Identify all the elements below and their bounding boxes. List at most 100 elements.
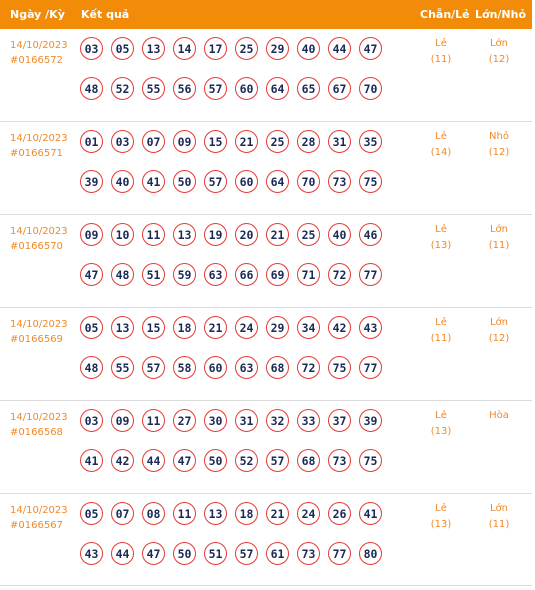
- even-odd-cell: Lẻ (13): [411, 501, 471, 533]
- even-odd-count: (11): [430, 333, 452, 344]
- number-ball: 27: [173, 409, 196, 432]
- number-ball: 63: [235, 356, 258, 379]
- header-result: Kết quả: [81, 8, 130, 21]
- draw-period: #0166567: [10, 520, 63, 531]
- header-even-odd: Chẵn/Lẻ: [420, 8, 470, 21]
- number-ball: 47: [359, 37, 382, 60]
- number-ball: 64: [266, 170, 289, 193]
- table-row: 14/10/2023 #0166570 09 10 11 13 19 20 21 25 40 46 47…: [0, 215, 532, 308]
- number-ball: 55: [111, 356, 134, 379]
- number-ball: 03: [111, 130, 134, 153]
- number-ball: 63: [204, 263, 227, 286]
- big-small-count: (11): [488, 240, 510, 251]
- number-ball: 11: [142, 409, 165, 432]
- number-ball: 15: [142, 316, 165, 339]
- number-ball: 29: [266, 316, 289, 339]
- number-ball: 14: [173, 37, 196, 60]
- number-ball: 75: [328, 356, 351, 379]
- number-ball: 33: [297, 409, 320, 432]
- number-ball: 21: [266, 502, 289, 525]
- number-ball: 60: [235, 77, 258, 100]
- number-ball: 17: [204, 37, 227, 60]
- even-odd-label: Lẻ: [435, 224, 447, 235]
- date-period-cell: 14/10/2023 #0166570: [10, 224, 68, 254]
- number-ball: 25: [266, 130, 289, 153]
- number-ball: 09: [173, 130, 196, 153]
- draw-period: #0166571: [10, 148, 63, 159]
- number-ball: 44: [328, 37, 351, 60]
- table-row: 14/10/2023 #0166569 05 13 15 18 21 24 29 34 42 43 48…: [0, 308, 532, 401]
- big-small-label: Hòa: [489, 410, 509, 421]
- number-ball: 75: [359, 449, 382, 472]
- number-ball: 11: [173, 502, 196, 525]
- number-ball: 18: [173, 316, 196, 339]
- number-ball: 43: [359, 316, 382, 339]
- number-ball: 47: [80, 263, 103, 286]
- even-odd-count: (14): [430, 147, 452, 158]
- table-row: 14/10/2023 #0166567 05 07 08 11 13 18 21 24 26 41 43…: [0, 494, 532, 586]
- number-ball: 01: [80, 130, 103, 153]
- draw-period: #0166568: [10, 427, 63, 438]
- number-ball: 29: [266, 37, 289, 60]
- even-odd-cell: Lẻ (13): [411, 408, 471, 440]
- even-odd-label: Lẻ: [435, 38, 447, 49]
- number-ball: 39: [359, 409, 382, 432]
- number-ball: 31: [235, 409, 258, 432]
- number-ball: 64: [266, 77, 289, 100]
- number-ball: 05: [80, 502, 103, 525]
- number-ball: 71: [297, 263, 320, 286]
- number-ball: 50: [173, 542, 196, 565]
- table-header: Ngày /Kỳ Kết quả Chẵn/Lẻ Lớn/Nhỏ: [0, 0, 532, 29]
- big-small-cell: Lớn (11): [469, 222, 529, 254]
- big-small-cell: Hòa: [469, 408, 529, 424]
- number-ball: 57: [235, 542, 258, 565]
- number-ball: 15: [204, 130, 227, 153]
- big-small-label: Lớn: [489, 317, 509, 328]
- even-odd-label: Lẻ: [435, 317, 447, 328]
- number-ball: 60: [235, 170, 258, 193]
- number-ball: 26: [328, 502, 351, 525]
- number-ball: 55: [142, 77, 165, 100]
- number-ball: 21: [204, 316, 227, 339]
- number-ball: 77: [359, 263, 382, 286]
- draw-date: 14/10/2023: [10, 226, 68, 237]
- number-ball: 68: [297, 449, 320, 472]
- number-ball: 73: [328, 449, 351, 472]
- big-small-count: (11): [488, 519, 510, 530]
- number-ball: 52: [235, 449, 258, 472]
- date-period-cell: 14/10/2023 #0166572: [10, 38, 68, 68]
- number-ball: 37: [328, 409, 351, 432]
- number-ball: 41: [142, 170, 165, 193]
- number-ball: 09: [80, 223, 103, 246]
- even-odd-label: Lẻ: [435, 131, 447, 142]
- number-ball: 09: [111, 409, 134, 432]
- even-odd-count: (11): [430, 54, 452, 65]
- number-ball: 13: [204, 502, 227, 525]
- even-odd-cell: Lẻ (14): [411, 129, 471, 161]
- big-small-cell: Lớn (12): [469, 315, 529, 347]
- number-ball: 19: [204, 223, 227, 246]
- big-small-label: Lớn: [489, 224, 509, 235]
- number-ball: 70: [297, 170, 320, 193]
- number-ball: 65: [297, 77, 320, 100]
- number-ball: 77: [359, 356, 382, 379]
- number-ball: 24: [235, 316, 258, 339]
- number-ball: 11: [142, 223, 165, 246]
- number-ball: 43: [80, 542, 103, 565]
- draw-date: 14/10/2023: [10, 319, 68, 330]
- number-ball: 57: [266, 449, 289, 472]
- even-odd-cell: Lẻ (11): [411, 36, 471, 68]
- number-ball: 57: [142, 356, 165, 379]
- big-small-label: Lớn: [489, 503, 509, 514]
- number-ball: 44: [111, 542, 134, 565]
- number-ball: 77: [328, 542, 351, 565]
- even-odd-cell: Lẻ (13): [411, 222, 471, 254]
- number-ball: 46: [359, 223, 382, 246]
- number-ball: 07: [142, 130, 165, 153]
- big-small-cell: Lớn (11): [469, 501, 529, 533]
- number-ball: 80: [359, 542, 382, 565]
- number-ball: 24: [297, 502, 320, 525]
- big-small-count: (12): [488, 147, 510, 158]
- number-ball: 40: [297, 37, 320, 60]
- number-ball: 66: [235, 263, 258, 286]
